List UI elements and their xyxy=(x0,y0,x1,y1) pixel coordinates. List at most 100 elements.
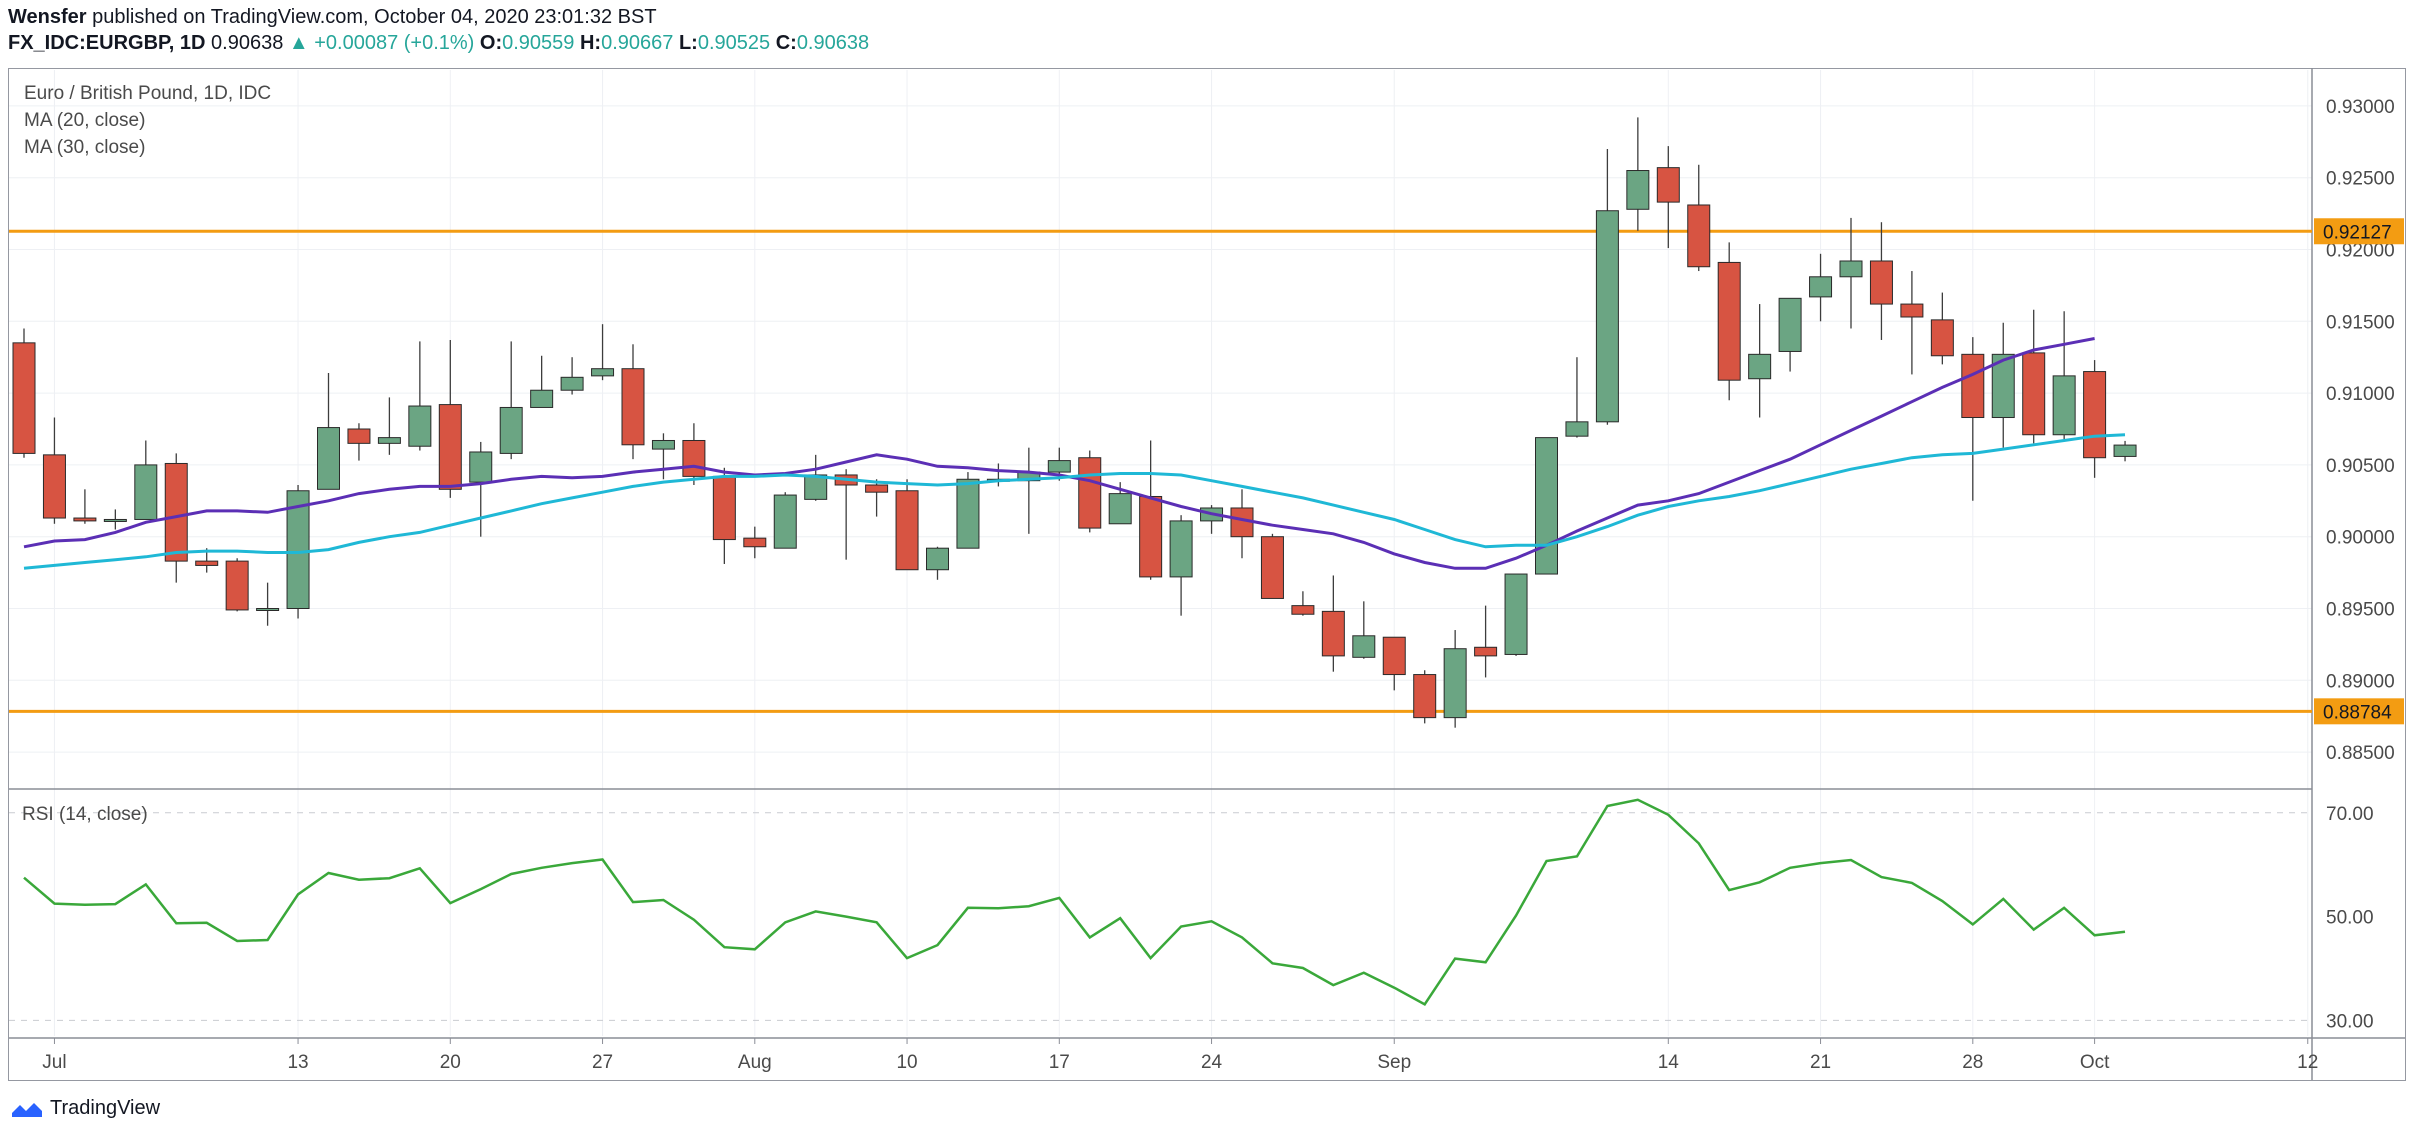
candle-down xyxy=(1717,261,1741,381)
time-tick-label: Aug xyxy=(738,1052,772,1073)
candle-down xyxy=(1078,457,1102,529)
candle-up xyxy=(103,518,127,522)
candle-down xyxy=(1474,646,1498,657)
level-price-label: 0.92127 xyxy=(2323,222,2392,243)
candle-down xyxy=(865,484,889,493)
price-tick-label: 0.90000 xyxy=(2326,528,2395,549)
time-tick-label: 21 xyxy=(1810,1052,1831,1073)
candle-up xyxy=(1991,353,2015,419)
candle-down xyxy=(1656,167,1680,203)
candle-down xyxy=(1961,353,1985,419)
candle-up xyxy=(591,368,615,377)
high-value: 0.90667 xyxy=(601,32,674,54)
footer-brand: TradingView xyxy=(50,1097,161,1119)
time-tick-label: 28 xyxy=(1962,1052,1983,1073)
price-tick-label: 0.91500 xyxy=(2326,312,2395,333)
candle-up xyxy=(134,464,158,520)
close-label: C: xyxy=(775,32,797,54)
chart-frame xyxy=(8,68,2406,1081)
candle-down xyxy=(1139,495,1163,578)
candle-up xyxy=(651,439,675,450)
quote-line: FX_IDC:EURGBP, 1D 0.90638 ▲ +0.00087 (+0… xyxy=(8,32,869,55)
candle-up xyxy=(1809,276,1833,298)
price-change: ▲ +0.00087 (+0.1%) xyxy=(288,32,475,54)
candle-up xyxy=(1595,210,1619,423)
price-tick-label: 0.89000 xyxy=(2326,671,2395,692)
candle-up xyxy=(408,405,432,447)
candle-down xyxy=(2022,352,2046,436)
price-tick-label: 0.91000 xyxy=(2326,384,2395,405)
rsi-tick-label: 70.00 xyxy=(2326,804,2374,825)
candle-up xyxy=(1748,353,1772,380)
candle-up xyxy=(2113,444,2137,457)
author-name[interactable]: Wensfer xyxy=(8,6,87,28)
candle-down xyxy=(621,368,645,446)
candle-down xyxy=(1291,605,1315,615)
candle-down xyxy=(1900,303,1924,318)
candle-down xyxy=(1687,204,1711,268)
candle-up xyxy=(469,451,493,483)
publish-info: Wensfer published on TradingView.com, Oc… xyxy=(8,6,657,29)
candle-up xyxy=(1626,170,1650,210)
candle-down xyxy=(73,517,97,522)
candle-down xyxy=(164,462,188,562)
candle-up xyxy=(530,389,554,408)
price-tick-label: 0.88500 xyxy=(2326,743,2395,764)
candle-up xyxy=(560,376,584,391)
candle-down xyxy=(1930,319,1954,357)
tradingview-logo-icon xyxy=(12,1102,42,1117)
candle-up xyxy=(499,406,523,454)
price-tick-label: 0.90500 xyxy=(2326,456,2395,477)
candle-down xyxy=(347,428,371,444)
legend-title: Euro / British Pound, 1D, IDC xyxy=(24,83,272,104)
candle-down xyxy=(743,537,767,548)
candle-down xyxy=(712,475,736,541)
price-tick-label: 0.92000 xyxy=(2326,241,2395,262)
time-tick-label: 10 xyxy=(896,1052,917,1073)
price-tick-label: 0.89500 xyxy=(2326,600,2395,621)
candle-up xyxy=(1443,648,1467,719)
legend-ma30[interactable]: MA (30, close) xyxy=(24,137,146,158)
candle-up xyxy=(1504,573,1528,655)
candle-up xyxy=(1047,460,1071,473)
close-value: 0.90638 xyxy=(796,32,870,54)
time-tick-label: 17 xyxy=(1049,1052,1070,1073)
candle-up xyxy=(1352,635,1376,658)
candle-down xyxy=(895,490,919,571)
candle-up xyxy=(926,547,949,571)
time-tick-label: 24 xyxy=(1201,1052,1223,1073)
last-price: 0.90638 xyxy=(211,32,284,54)
level-price-badge xyxy=(2314,218,2404,245)
candle-up xyxy=(286,490,310,609)
candle-down xyxy=(2083,371,2107,459)
candle-up xyxy=(1839,260,1863,278)
candle-down xyxy=(225,560,249,611)
ma20-line xyxy=(23,337,2095,570)
price-tick-label: 0.93000 xyxy=(2326,97,2395,118)
candle-down xyxy=(1869,260,1893,305)
legend-ma20[interactable]: MA (20, close) xyxy=(24,110,146,131)
publish-text: published on TradingView.com, October 04… xyxy=(92,6,657,28)
low-value: 0.90525 xyxy=(697,32,771,54)
candle-down xyxy=(1382,636,1406,676)
time-tick-label: 27 xyxy=(592,1052,613,1073)
candle-up xyxy=(377,437,401,444)
candle-up xyxy=(1169,520,1193,578)
rsi-line xyxy=(23,798,2126,1006)
candle-down xyxy=(1321,610,1345,657)
rsi-legend[interactable]: RSI (14, close) xyxy=(22,804,148,825)
candle-up xyxy=(956,478,980,549)
time-tick-label: 14 xyxy=(1658,1052,1680,1073)
candle-down xyxy=(12,342,36,454)
candle-down xyxy=(1413,674,1437,719)
price-tick-label: 0.92500 xyxy=(2326,169,2395,190)
level-price-label: 0.88784 xyxy=(2323,702,2392,723)
chart-legend: Euro / British Pound, 1D, IDC MA (20, cl… xyxy=(24,80,271,161)
time-tick-label: Oct xyxy=(2080,1052,2110,1073)
tradingview-footer[interactable]: TradingView xyxy=(10,1097,160,1120)
candle-down xyxy=(438,404,462,490)
candle-up xyxy=(2052,375,2076,436)
candle-up xyxy=(1565,421,1589,437)
time-tick-label: 13 xyxy=(287,1052,308,1073)
